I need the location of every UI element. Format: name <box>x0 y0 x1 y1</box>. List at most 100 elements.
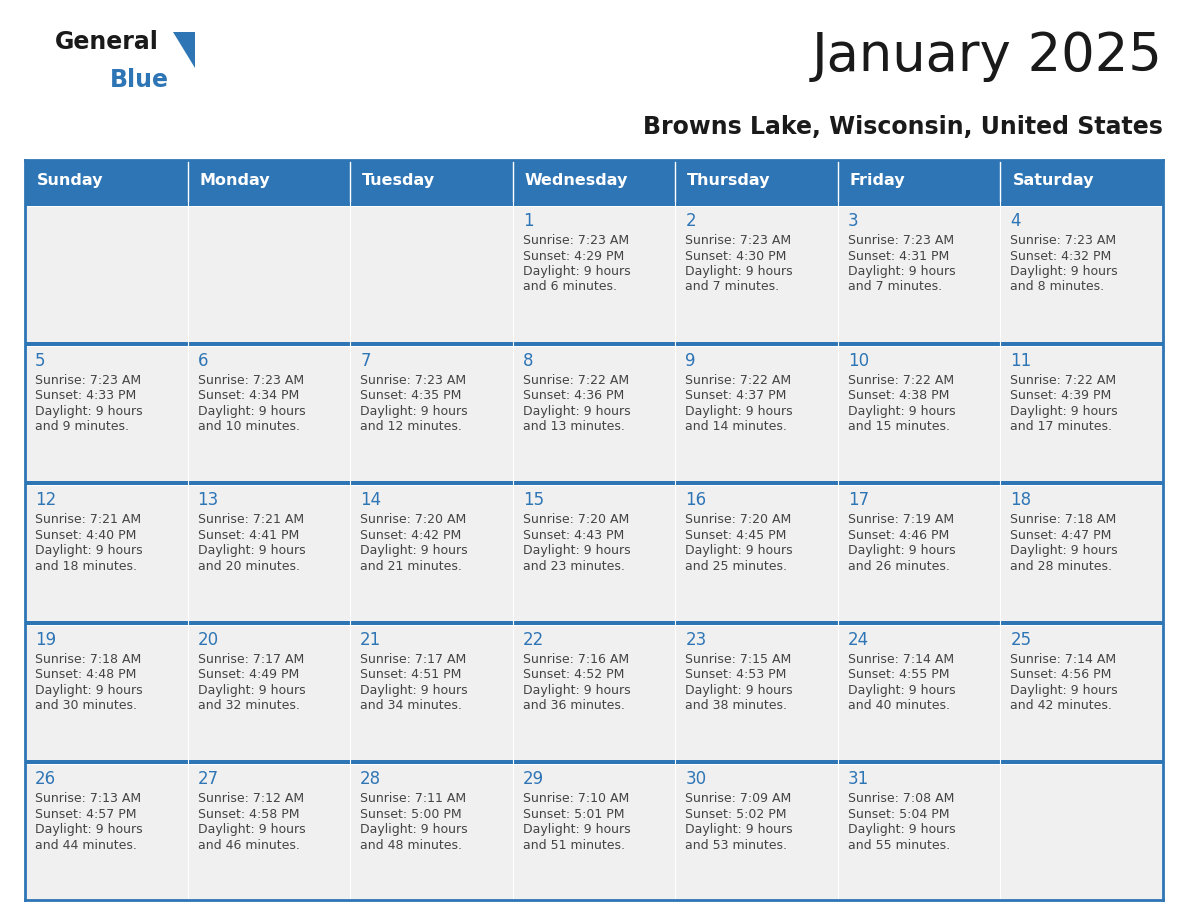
Text: Tuesday: Tuesday <box>362 174 435 188</box>
Text: Daylight: 9 hours: Daylight: 9 hours <box>848 684 955 697</box>
Text: Sunset: 5:00 PM: Sunset: 5:00 PM <box>360 808 462 821</box>
Bar <box>188 486 350 621</box>
Bar <box>513 765 675 900</box>
Text: Sunrise: 7:20 AM: Sunrise: 7:20 AM <box>360 513 467 526</box>
Text: and 32 minutes.: and 32 minutes. <box>197 700 299 712</box>
Text: Sunrise: 7:23 AM: Sunrise: 7:23 AM <box>197 374 304 386</box>
Text: 26: 26 <box>34 770 56 789</box>
Bar <box>188 765 350 900</box>
Text: Daylight: 9 hours: Daylight: 9 hours <box>360 405 468 418</box>
Text: and 51 minutes.: and 51 minutes. <box>523 839 625 852</box>
Text: Daylight: 9 hours: Daylight: 9 hours <box>1011 684 1118 697</box>
Text: and 38 minutes.: and 38 minutes. <box>685 700 788 712</box>
Text: Sunset: 4:32 PM: Sunset: 4:32 PM <box>1011 250 1112 263</box>
Text: 18: 18 <box>1011 491 1031 509</box>
Text: Sunset: 4:31 PM: Sunset: 4:31 PM <box>848 250 949 263</box>
Text: and 21 minutes.: and 21 minutes. <box>360 560 462 573</box>
Text: Sunset: 4:37 PM: Sunset: 4:37 PM <box>685 389 786 402</box>
Text: and 44 minutes.: and 44 minutes. <box>34 839 137 852</box>
Bar <box>513 345 675 481</box>
Text: Sunrise: 7:21 AM: Sunrise: 7:21 AM <box>197 513 304 526</box>
Text: Sunset: 4:49 PM: Sunset: 4:49 PM <box>197 668 299 681</box>
Text: Daylight: 9 hours: Daylight: 9 hours <box>34 823 143 836</box>
Text: and 23 minutes.: and 23 minutes. <box>523 560 625 573</box>
Text: Daylight: 9 hours: Daylight: 9 hours <box>34 684 143 697</box>
Text: Daylight: 9 hours: Daylight: 9 hours <box>685 265 792 278</box>
Bar <box>838 765 1000 900</box>
Text: Daylight: 9 hours: Daylight: 9 hours <box>685 544 792 557</box>
Bar <box>25 202 1163 206</box>
Bar <box>350 345 513 481</box>
Bar <box>350 765 513 900</box>
Bar <box>350 206 513 341</box>
Text: Daylight: 9 hours: Daylight: 9 hours <box>34 544 143 557</box>
Text: 5: 5 <box>34 352 45 370</box>
Text: and 10 minutes.: and 10 minutes. <box>197 420 299 433</box>
Text: 13: 13 <box>197 491 219 509</box>
Text: Sunset: 4:43 PM: Sunset: 4:43 PM <box>523 529 624 542</box>
Bar <box>513 486 675 621</box>
Text: Sunrise: 7:17 AM: Sunrise: 7:17 AM <box>197 653 304 666</box>
Text: Daylight: 9 hours: Daylight: 9 hours <box>848 405 955 418</box>
Text: 29: 29 <box>523 770 544 789</box>
Bar <box>513 625 675 760</box>
Text: and 28 minutes.: and 28 minutes. <box>1011 560 1112 573</box>
Text: 14: 14 <box>360 491 381 509</box>
Text: Sunrise: 7:12 AM: Sunrise: 7:12 AM <box>197 792 304 805</box>
Text: 6: 6 <box>197 352 208 370</box>
Text: Sunrise: 7:19 AM: Sunrise: 7:19 AM <box>848 513 954 526</box>
Text: 1: 1 <box>523 212 533 230</box>
Text: Sunrise: 7:16 AM: Sunrise: 7:16 AM <box>523 653 628 666</box>
Text: and 7 minutes.: and 7 minutes. <box>848 281 942 294</box>
Text: Sunrise: 7:22 AM: Sunrise: 7:22 AM <box>848 374 954 386</box>
Text: and 26 minutes.: and 26 minutes. <box>848 560 949 573</box>
Text: 28: 28 <box>360 770 381 789</box>
Text: 27: 27 <box>197 770 219 789</box>
Text: and 8 minutes.: and 8 minutes. <box>1011 281 1105 294</box>
Text: Daylight: 9 hours: Daylight: 9 hours <box>848 265 955 278</box>
Bar <box>25 765 188 900</box>
Text: Sunset: 4:38 PM: Sunset: 4:38 PM <box>848 389 949 402</box>
Text: Sunset: 4:35 PM: Sunset: 4:35 PM <box>360 389 461 402</box>
Bar <box>838 345 1000 481</box>
Text: Sunset: 5:02 PM: Sunset: 5:02 PM <box>685 808 786 821</box>
Text: Sunrise: 7:23 AM: Sunrise: 7:23 AM <box>523 234 628 247</box>
Text: Sunrise: 7:18 AM: Sunrise: 7:18 AM <box>34 653 141 666</box>
Text: 25: 25 <box>1011 631 1031 649</box>
Text: Sunset: 4:42 PM: Sunset: 4:42 PM <box>360 529 461 542</box>
Text: Sunset: 4:53 PM: Sunset: 4:53 PM <box>685 668 786 681</box>
Text: 31: 31 <box>848 770 870 789</box>
Text: Sunday: Sunday <box>37 174 103 188</box>
Text: Daylight: 9 hours: Daylight: 9 hours <box>34 405 143 418</box>
Text: Sunset: 4:47 PM: Sunset: 4:47 PM <box>1011 529 1112 542</box>
Text: Daylight: 9 hours: Daylight: 9 hours <box>1011 544 1118 557</box>
Text: Blue: Blue <box>110 68 169 92</box>
Text: 22: 22 <box>523 631 544 649</box>
Text: Sunset: 5:01 PM: Sunset: 5:01 PM <box>523 808 624 821</box>
Bar <box>188 206 350 341</box>
Text: Daylight: 9 hours: Daylight: 9 hours <box>360 823 468 836</box>
Text: 10: 10 <box>848 352 868 370</box>
Bar <box>188 625 350 760</box>
Text: and 7 minutes.: and 7 minutes. <box>685 281 779 294</box>
Bar <box>25 625 188 760</box>
Text: Sunset: 4:55 PM: Sunset: 4:55 PM <box>848 668 949 681</box>
Bar <box>25 206 188 341</box>
Text: January 2025: January 2025 <box>813 30 1163 82</box>
Bar <box>25 760 1163 765</box>
Text: 9: 9 <box>685 352 696 370</box>
Bar <box>675 625 838 760</box>
Text: Daylight: 9 hours: Daylight: 9 hours <box>685 405 792 418</box>
Text: 3: 3 <box>848 212 859 230</box>
Bar <box>838 486 1000 621</box>
Text: Sunrise: 7:23 AM: Sunrise: 7:23 AM <box>685 234 791 247</box>
Text: Sunrise: 7:14 AM: Sunrise: 7:14 AM <box>848 653 954 666</box>
Text: Sunset: 4:34 PM: Sunset: 4:34 PM <box>197 389 299 402</box>
Text: Daylight: 9 hours: Daylight: 9 hours <box>523 405 631 418</box>
Text: Sunset: 4:45 PM: Sunset: 4:45 PM <box>685 529 786 542</box>
Text: 24: 24 <box>848 631 868 649</box>
Text: 7: 7 <box>360 352 371 370</box>
Text: and 34 minutes.: and 34 minutes. <box>360 700 462 712</box>
Text: Sunset: 4:52 PM: Sunset: 4:52 PM <box>523 668 624 681</box>
Text: Sunrise: 7:14 AM: Sunrise: 7:14 AM <box>1011 653 1117 666</box>
